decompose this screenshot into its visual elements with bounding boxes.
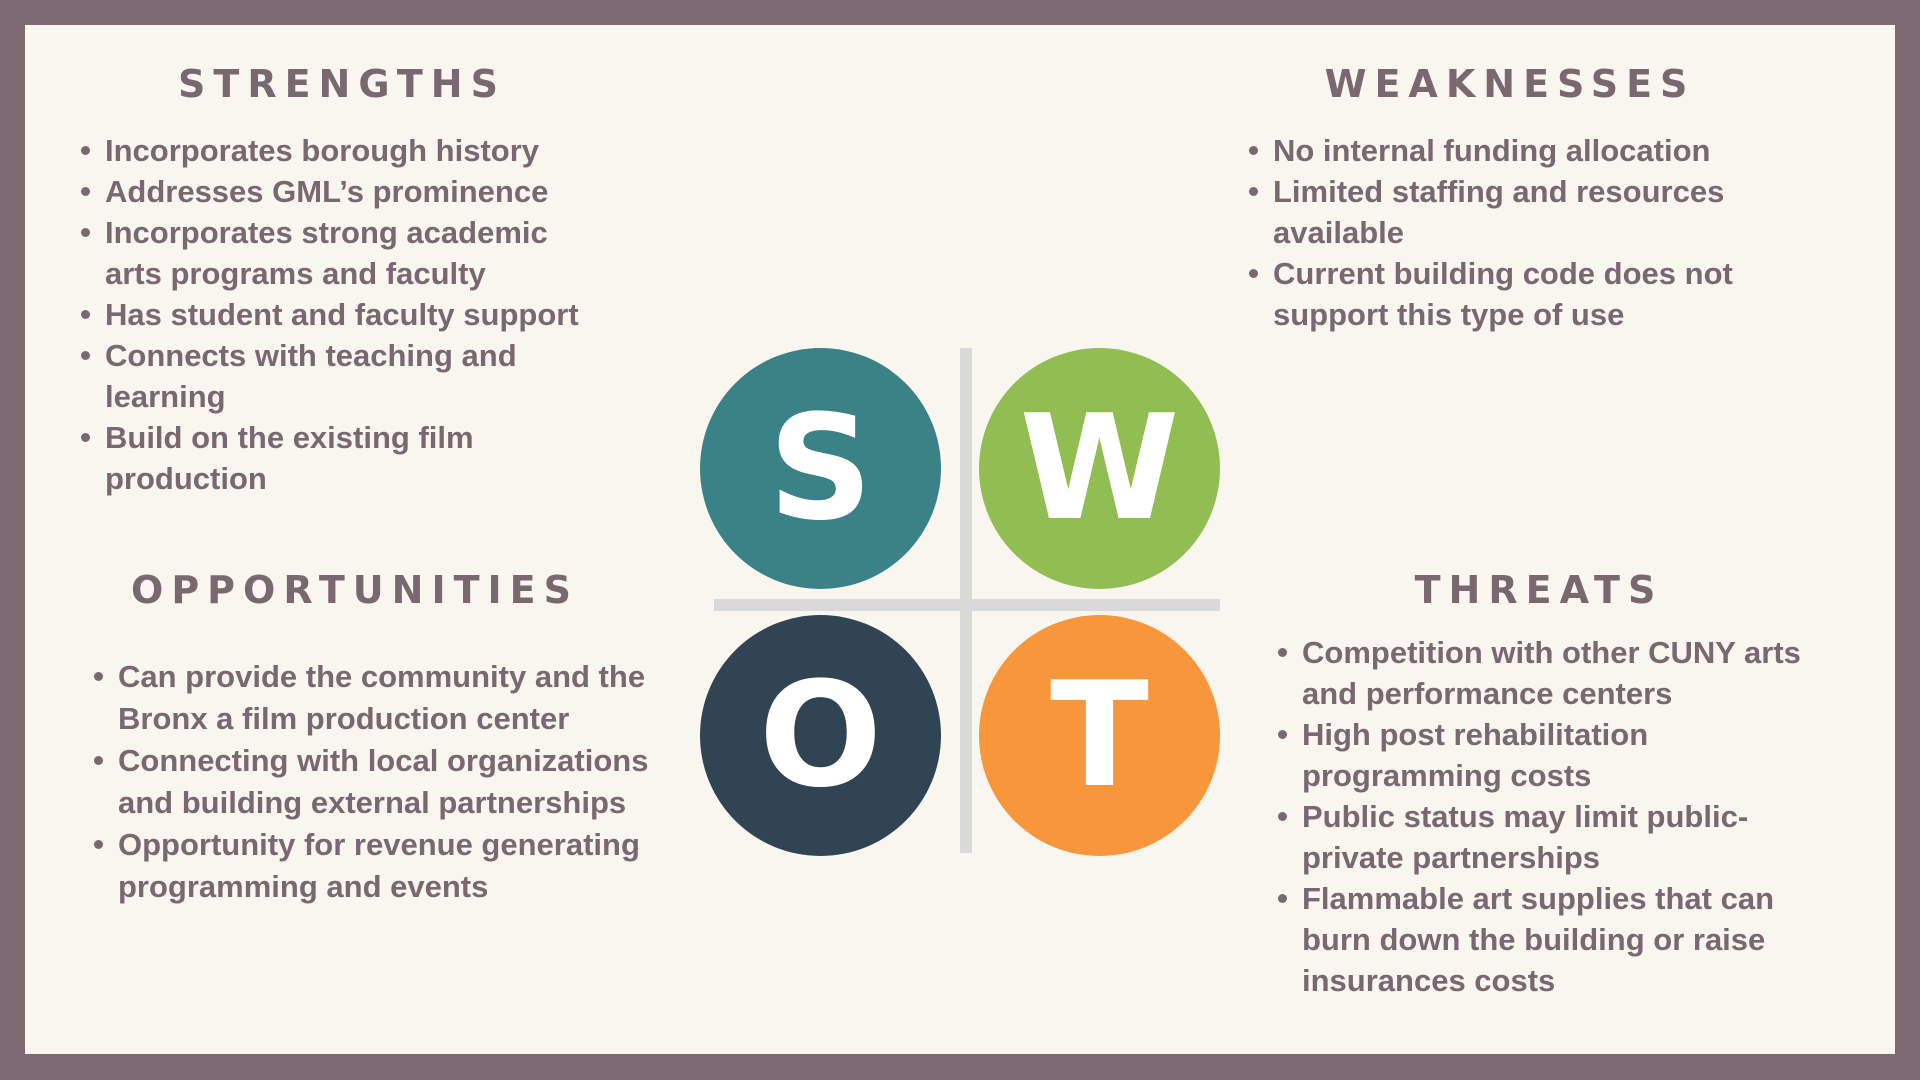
- threats-circle: T: [979, 615, 1220, 856]
- threats-item: High post rehabilitation programming cos…: [1278, 714, 1722, 796]
- strengths-circle: S: [700, 348, 941, 589]
- strengths-title: STRENGTHS: [178, 62, 506, 106]
- opportunities-title: OPPORTUNITIES: [131, 568, 579, 612]
- opportunities-section: OPPORTUNITIES Can provide the community …: [90, 568, 690, 908]
- threats-letter: T: [1050, 651, 1149, 820]
- weaknesses-title: WEAKNESSES: [1324, 62, 1696, 106]
- threats-item: Competition with other CUNY arts and per…: [1278, 632, 1842, 714]
- strengths-section: STRENGTHS Incorporates borough history A…: [77, 62, 637, 499]
- threats-title: THREATS: [1414, 568, 1664, 612]
- weaknesses-item: Limited staffing and resources available: [1249, 171, 1753, 253]
- weaknesses-item: No internal funding allocation: [1249, 130, 1805, 171]
- strengths-item: Has student and faculty support: [81, 294, 637, 335]
- strengths-item: Incorporates borough history: [81, 130, 637, 171]
- threats-section: THREATS Competition with other CUNY arts…: [1274, 568, 1834, 1001]
- strengths-letter: S: [768, 384, 873, 553]
- threats-item: Flammable art supplies that can burn dow…: [1278, 878, 1822, 1001]
- strengths-list: Incorporates borough history Addresses G…: [77, 130, 637, 499]
- opportunities-letter: O: [758, 651, 883, 820]
- strengths-item: Connects with teaching and learning: [81, 335, 575, 417]
- strengths-item: Addresses GML’s prominence: [81, 171, 637, 212]
- opportunities-item: Opportunity for revenue generating progr…: [94, 824, 678, 908]
- horizontal-divider: [714, 599, 1220, 611]
- weaknesses-item: Current building code does not support t…: [1249, 253, 1773, 335]
- opportunities-circle: O: [700, 615, 941, 856]
- weaknesses-letter: W: [1019, 384, 1180, 553]
- threats-list: Competition with other CUNY arts and per…: [1274, 632, 1834, 1001]
- weaknesses-circle: W: [979, 348, 1220, 589]
- opportunities-list: Can provide the community and the Bronx …: [90, 656, 690, 908]
- opportunities-item: Can provide the community and the Bronx …: [94, 656, 658, 740]
- strengths-item: Incorporates strong academic arts progra…: [81, 212, 575, 294]
- weaknesses-section: WEAKNESSES No internal funding allocatio…: [1245, 62, 1805, 335]
- strengths-item: Build on the existing film production: [81, 417, 525, 499]
- opportunities-item: Connecting with local organizations and …: [94, 740, 678, 824]
- weaknesses-list: No internal funding allocation Limited s…: [1245, 130, 1805, 335]
- threats-item: Public status may limit public-private p…: [1278, 796, 1782, 878]
